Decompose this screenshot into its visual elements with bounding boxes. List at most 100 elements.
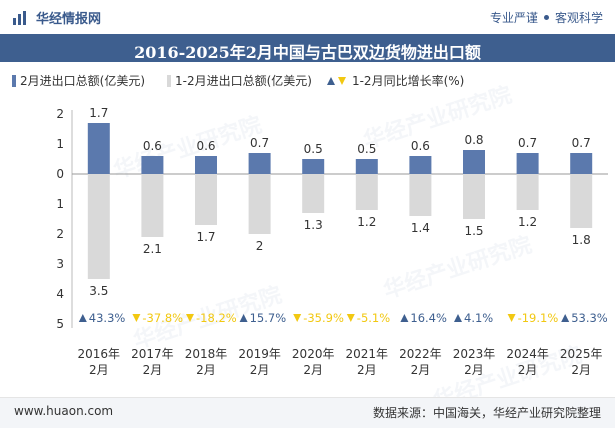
data-label-cum: 1.7 bbox=[196, 230, 215, 244]
chart-title: 2016-2025年2月中国与古巴双边货物进出口额 bbox=[134, 43, 481, 62]
bar-cum bbox=[195, 174, 217, 225]
legend-swatch-feb bbox=[12, 74, 16, 87]
bar-cum bbox=[570, 174, 593, 228]
growth-label: -35.9% bbox=[303, 311, 344, 325]
bar-feb bbox=[248, 153, 271, 174]
legend-growth-icons bbox=[326, 76, 346, 85]
x-tick-label: 2月 bbox=[250, 363, 270, 377]
top-bar: 华经情报网 专业严谨 客观科学 bbox=[0, 0, 615, 34]
growth-down-icon bbox=[293, 314, 302, 322]
x-tick-label: 2023年 bbox=[453, 347, 496, 361]
data-label-cum: 1.2 bbox=[518, 215, 537, 229]
data-label-cum: 1.2 bbox=[357, 215, 376, 229]
growth-up-icon bbox=[400, 314, 409, 322]
bar-cum bbox=[409, 174, 432, 216]
growth-label: 4.1% bbox=[464, 311, 493, 325]
y-tick-label: 5 bbox=[56, 317, 64, 331]
bar-cum bbox=[355, 174, 378, 210]
data-label-feb: 0.7 bbox=[518, 136, 537, 150]
growth-up-icon bbox=[454, 314, 462, 322]
growth-label: 43.3% bbox=[89, 311, 126, 325]
data-label-feb: 1.7 bbox=[89, 106, 108, 120]
x-tick-label: 2月 bbox=[143, 363, 163, 377]
bar-cum bbox=[302, 174, 325, 213]
data-label-feb: 0.5 bbox=[304, 142, 323, 156]
bar-feb bbox=[87, 123, 110, 174]
chart-area: 210123453.51.743.3%2016年2月2.10.6-37.8%20… bbox=[56, 106, 608, 377]
legend-label-cum: 1-2月进出口总额(亿美元) bbox=[175, 74, 312, 88]
growth-up-icon bbox=[78, 314, 87, 322]
x-tick-label: 2月 bbox=[89, 363, 109, 377]
bar-cum bbox=[516, 174, 539, 210]
tagline-1: 专业严谨 bbox=[489, 11, 538, 25]
x-tick-label: 2018年 bbox=[185, 347, 228, 361]
bar-cum bbox=[463, 174, 485, 219]
data-label-cum: 1.5 bbox=[464, 224, 483, 238]
x-tick-label: 2021年 bbox=[346, 347, 389, 361]
legend: 2月进出口总额(亿美元) 1-2月进出口总额(亿美元) 1-2月同比增长率(%) bbox=[12, 72, 464, 89]
bar-feb bbox=[355, 159, 378, 174]
x-tick-label: 2月 bbox=[357, 363, 377, 377]
growth-down-icon bbox=[132, 314, 141, 322]
data-label-feb: 0.8 bbox=[464, 133, 483, 147]
y-tick-label: 0 bbox=[56, 167, 64, 181]
data-label-feb: 0.6 bbox=[143, 139, 162, 153]
y-tick-label: 2 bbox=[56, 227, 64, 241]
bar-feb bbox=[302, 159, 325, 174]
bullet-icon bbox=[543, 15, 549, 20]
growth-up-icon bbox=[239, 314, 248, 322]
bar-cum bbox=[248, 174, 271, 234]
x-tick-label: 2月 bbox=[411, 363, 431, 377]
bar-feb bbox=[516, 153, 539, 174]
y-tick-label: 3 bbox=[56, 257, 64, 271]
x-tick-label: 2月 bbox=[571, 363, 591, 377]
data-label-feb: 0.7 bbox=[572, 136, 591, 150]
growth-up-icon bbox=[561, 314, 570, 322]
growth-label: 15.7% bbox=[250, 311, 287, 325]
y-tick-label: 2 bbox=[56, 107, 64, 121]
growth-label: -18.2% bbox=[196, 311, 237, 325]
bar-feb bbox=[570, 153, 593, 174]
footer: www.huaon.com 数据来源：中国海关，华经产业研究院整理 bbox=[0, 397, 615, 428]
x-tick-label: 2月 bbox=[303, 363, 323, 377]
x-tick-label: 2月 bbox=[518, 363, 538, 377]
data-label-feb: 0.5 bbox=[357, 142, 376, 156]
website-link[interactable]: www.huaon.com bbox=[14, 404, 114, 418]
growth-label: 16.4% bbox=[410, 311, 447, 325]
bar-cum bbox=[87, 174, 110, 279]
bar-feb bbox=[141, 156, 164, 174]
data-label-cum: 1.8 bbox=[572, 233, 591, 247]
growth-down-icon bbox=[346, 314, 355, 322]
title-bar: 2016-2025年2月中国与古巴双边货物进出口额 bbox=[0, 34, 615, 62]
y-tick-label: 1 bbox=[56, 137, 64, 151]
data-label-feb: 0.6 bbox=[411, 139, 430, 153]
y-tick-label: 1 bbox=[56, 197, 64, 211]
data-source: 数据来源：中国海关，华经产业研究院整理 bbox=[372, 406, 601, 420]
growth-down-icon bbox=[507, 314, 516, 322]
tagline: 专业严谨 客观科学 bbox=[490, 9, 603, 26]
data-label-cum: 2 bbox=[256, 239, 264, 253]
x-tick-label: 2022年 bbox=[399, 347, 442, 361]
data-label-cum: 3.5 bbox=[89, 284, 108, 298]
x-tick-label: 2017年 bbox=[131, 347, 174, 361]
growth-label: -19.1% bbox=[518, 311, 559, 325]
brand-logo-icon bbox=[13, 10, 26, 25]
data-label-cum: 2.1 bbox=[143, 242, 162, 256]
growth-label: -5.1% bbox=[357, 311, 390, 325]
legend-swatch-cum bbox=[167, 74, 171, 87]
x-tick-label: 2016年 bbox=[78, 347, 121, 361]
bar-feb bbox=[463, 150, 485, 174]
x-tick-label: 2020年 bbox=[292, 347, 335, 361]
bar-feb bbox=[195, 156, 217, 174]
legend-label-growth: 1-2月同比增长率(%) bbox=[351, 74, 465, 88]
x-tick-label: 2019年 bbox=[238, 347, 281, 361]
data-label-cum: 1.3 bbox=[304, 218, 323, 232]
x-tick-label: 2月 bbox=[196, 363, 216, 377]
legend-label-feb: 2月进出口总额(亿美元) bbox=[20, 74, 145, 88]
growth-down-icon bbox=[186, 314, 194, 322]
brand: 华经情报网 bbox=[12, 8, 101, 27]
x-tick-label: 2025年 bbox=[560, 347, 603, 361]
bar-feb bbox=[409, 156, 432, 174]
data-label-cum: 1.4 bbox=[411, 221, 430, 235]
x-tick-label: 2月 bbox=[464, 363, 484, 377]
